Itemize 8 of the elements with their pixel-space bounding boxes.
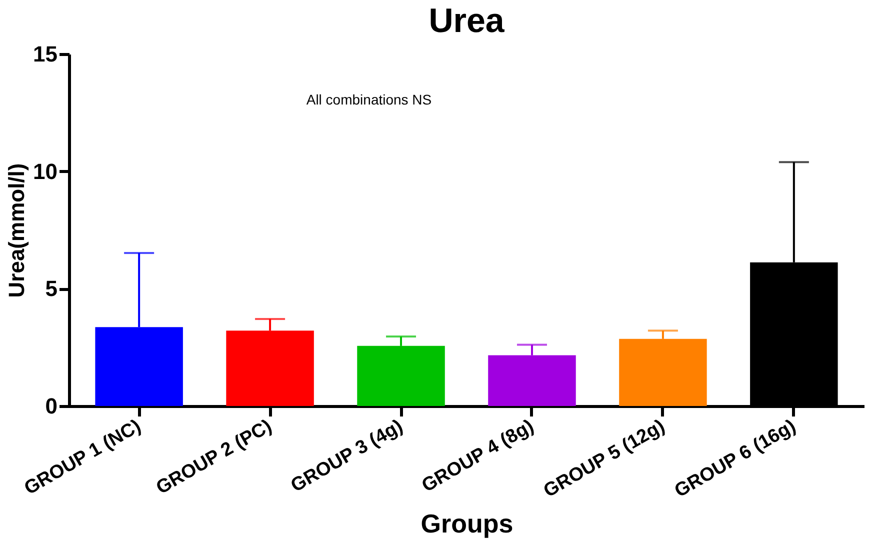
- y-tick-label: 5: [45, 276, 58, 302]
- annotation: All combinations NS: [306, 92, 432, 108]
- x-axis-title: Groups: [420, 508, 514, 538]
- y-tick-label: 15: [33, 42, 58, 66]
- chart-title: Urea: [428, 2, 506, 40]
- y-tick-label: 10: [33, 158, 58, 184]
- y-axis-title: Urea(mmol/l): [4, 163, 30, 298]
- y-tick-label: 0: [45, 394, 58, 418]
